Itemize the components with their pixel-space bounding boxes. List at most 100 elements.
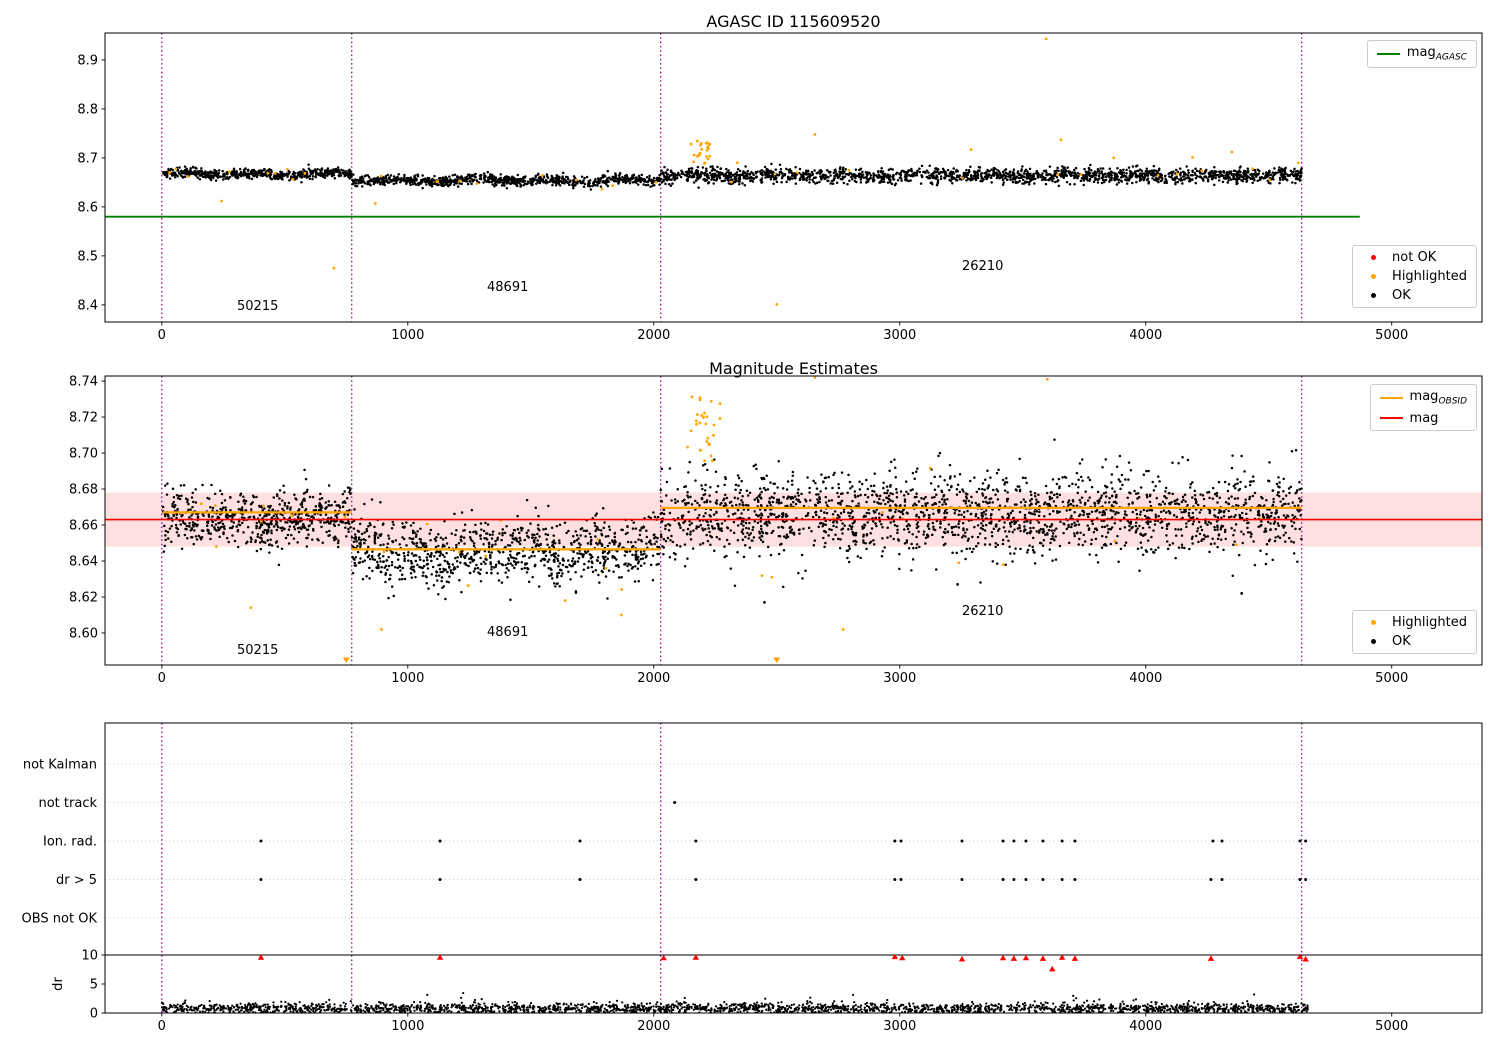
x-tick-label: 1000 [391, 328, 424, 343]
legend-point-status-2: Highlighted OK [1352, 610, 1477, 654]
obsid-annotation: 48691 [487, 280, 529, 295]
clipped-low-marker [342, 657, 350, 663]
x-tick-label: 5000 [1375, 1019, 1408, 1034]
y-tick-label: 8.66 [69, 518, 98, 533]
flag-point [1041, 878, 1045, 881]
flag-point [893, 878, 897, 881]
red-line-sample [1379, 417, 1403, 420]
y-tick-label: 8.60 [69, 626, 98, 641]
legend-item-ok: OK [1362, 288, 1467, 303]
y-tick-label: 8.8 [77, 102, 98, 117]
flag-point [893, 839, 897, 843]
obsid-annotation: 26210 [962, 604, 1004, 619]
flag-point [1024, 839, 1028, 843]
flag-point [1024, 878, 1028, 881]
legend-item-not-ok: not OK [1362, 250, 1467, 265]
flag-row-label: OBS not OK [22, 912, 98, 927]
x-tick-label: 0 [158, 328, 166, 343]
obsid-annotation: 50215 [237, 643, 279, 658]
flag-point [1001, 839, 1005, 843]
orange-dot-sample [1371, 274, 1377, 279]
obsid-annotation: 50215 [237, 299, 279, 314]
x-tick-label: 1000 [391, 671, 424, 686]
x-tick-label: 2000 [637, 328, 670, 343]
dr-exceed-marker [891, 953, 899, 960]
flag-point [438, 878, 442, 881]
y-tick-label: 8.5 [77, 249, 98, 264]
panel-magnitude-estimates: 0 1000 2000 3000 4000 5000 8.60 8.62 8.64 8.66 8.6… [69, 375, 1483, 686]
legend-point-status: not OK Highlighted OK [1352, 245, 1477, 308]
x-tick-label: 3000 [883, 671, 916, 686]
flag-point [1209, 878, 1213, 881]
dr-exceed-marker [1039, 955, 1047, 961]
x-tick-label: 3000 [883, 328, 916, 343]
dr-exceed-marker [1302, 955, 1309, 962]
dr-exceed-marker [660, 954, 667, 961]
flag-point [1060, 839, 1064, 843]
dr-exceed-marker [1058, 954, 1066, 960]
legend-item-highlighted: Highlighted [1362, 269, 1467, 284]
panel2-title: Magnitude Estimates [709, 359, 878, 378]
legend-label: OK [1392, 634, 1411, 649]
y-tick-label: 8.62 [69, 590, 98, 605]
flag-point [694, 839, 698, 843]
axes-spine [104, 375, 1483, 666]
orange-line-sample [1379, 396, 1403, 399]
flag-row-label: not Kalman [23, 758, 97, 773]
legend-item-ok: OK [1362, 634, 1467, 649]
obsid-annotation: 48691 [487, 625, 529, 640]
clipped-low-marker [773, 657, 781, 663]
flag-row-label: Ion. rad. [43, 835, 97, 850]
legend-label: Highlighted [1392, 269, 1467, 284]
dr-exceed-marker [1207, 955, 1215, 961]
dr-exceed-marker [692, 954, 700, 960]
dr-tick-label: 5 [90, 978, 98, 993]
dr-axis-label: dr [51, 977, 66, 991]
legend-label: not OK [1392, 250, 1437, 265]
legend-label: OK [1392, 288, 1411, 303]
x-tick-label: 4000 [1129, 671, 1162, 686]
dr-exceed-marker [1296, 953, 1304, 960]
panel-agasc-mags: 0 1000 2000 3000 4000 5000 8.4 8.5 8.6 8.7 8.8 8.9 [77, 32, 1483, 343]
legend-label: Highlighted [1392, 615, 1467, 630]
flag-point [1298, 839, 1302, 843]
y-tick-label: 8.64 [69, 554, 98, 569]
flag-point [259, 839, 263, 843]
dr-exceed-marker [1071, 955, 1079, 961]
flag-point [673, 801, 677, 804]
y-tick-label: 8.68 [69, 483, 98, 498]
dr-exceed-marker [1022, 954, 1030, 961]
dr-exceed-marker [436, 954, 444, 960]
dr-tick-label: 10 [81, 949, 98, 964]
panel-flags-dr: not Kalman not track Ion. rad. dr > 5 OBS no… [22, 722, 1483, 1034]
legend-label: mag [1409, 410, 1439, 426]
axes-spine [104, 32, 1483, 323]
x-tick-label: 4000 [1129, 328, 1162, 343]
flag-point [1073, 878, 1077, 881]
red-dot-sample [1371, 255, 1377, 260]
dr-exceed-marker [899, 954, 906, 961]
legend-item-mag: mag [1379, 410, 1467, 426]
flag-point [1012, 878, 1016, 881]
flag-point [1220, 839, 1224, 843]
legend-mag-lines: magOBSID mag [1369, 384, 1477, 431]
x-tick-label: 2000 [637, 1019, 670, 1034]
dr-exceed-marker [1049, 965, 1056, 972]
y-tick-label: 8.4 [77, 298, 98, 313]
x-tick-label: 5000 [1375, 328, 1408, 343]
flag-point [899, 839, 903, 843]
flag-point [1001, 878, 1005, 881]
dr-exceed-marker [999, 954, 1007, 961]
flag-point [899, 878, 903, 881]
flag-point [578, 878, 582, 881]
x-tick-label: 4000 [1129, 1019, 1162, 1034]
x-tick-label: 0 [158, 1019, 166, 1034]
flag-point [1041, 839, 1045, 843]
y-tick-label: 8.7 [77, 151, 98, 166]
dr-tick-label: 0 [90, 1007, 98, 1022]
flag-point [1220, 878, 1224, 881]
x-tick-label: 2000 [637, 671, 670, 686]
dr-exceed-marker [958, 955, 966, 962]
black-dot-sample [1371, 639, 1377, 644]
